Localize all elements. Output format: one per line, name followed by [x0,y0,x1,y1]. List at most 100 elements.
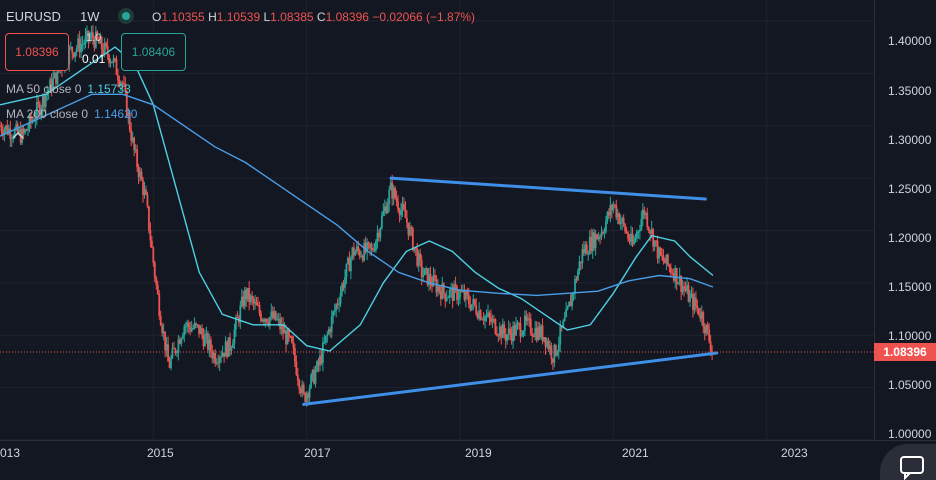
candle-body [705,324,708,334]
candle-body [342,283,345,288]
candle-body [114,58,116,60]
time-axis[interactable]: 013 2015 2017 2019 2021 2023 [0,440,936,480]
candle-body [264,318,267,322]
candle-body [214,352,217,364]
candle-body [491,319,494,323]
price-tick: 1.10000 [888,329,932,343]
candle-body [404,209,407,219]
candle-body [173,347,175,349]
candle-body [515,324,517,336]
candle-body [467,295,470,304]
candle-body [711,351,714,353]
close-value: 1.08396 [325,10,369,24]
candle-body [445,298,448,301]
candle-body [243,289,246,307]
candle-body [373,250,376,252]
candle-body [618,213,621,224]
candle-body [661,255,663,257]
symbol-label[interactable]: EURUSD [6,9,61,24]
candle-body [666,254,669,265]
candle-body [472,299,475,305]
candle-body [248,288,251,303]
candle-body [190,328,193,332]
candle-body [706,324,709,330]
candle-body [349,257,352,272]
candle-body [692,293,694,310]
candle-body [575,278,578,281]
candle-body [130,129,133,141]
candle-body [352,247,355,256]
candle-body [273,311,276,319]
candle-body [152,247,155,263]
candle-body [215,362,218,364]
candle-body [397,201,399,210]
candle-body [87,30,90,41]
candle-body [21,128,24,144]
candle-body [265,318,268,323]
sell-button[interactable]: 1.08396 [5,33,69,71]
buy-button[interactable]: 1.08406 [121,33,186,71]
candle-body [603,231,606,233]
candle-body [105,42,108,46]
price-axis[interactable]: 1.40000 1.35000 1.30000 1.25000 1.20000 … [874,0,936,441]
candle-body [202,334,205,347]
candle-body [282,324,284,334]
candle-body [544,337,547,347]
candle-body [198,324,200,334]
candle-body [288,330,290,337]
chevron-up-icon[interactable] [12,130,24,142]
candle-body [622,218,625,225]
price-tick: 1.05000 [888,378,932,392]
candle-body [420,259,423,278]
candle-body [693,297,696,310]
candle-body [162,331,165,334]
candle-body [559,326,562,345]
candle-body [417,253,420,266]
candle-body [640,218,643,230]
candle-body [260,313,262,322]
candle-body [218,357,221,364]
ma200-legend[interactable]: MA 200 close 0 1.14620 [6,107,137,121]
candle-body [674,267,677,281]
candle-body [432,275,435,287]
candle-body [90,32,93,38]
interval-label[interactable]: 1W [80,9,100,24]
candle-body [442,283,445,294]
candle-body [541,325,544,341]
candle-body [13,129,16,138]
candle-body [401,203,404,210]
candle-body [271,311,274,319]
change-value: −0.02066 (−1.87%) [372,10,476,24]
candle-body [568,301,571,307]
candle-body [40,108,43,115]
candle-body [286,330,289,345]
candle-body [616,213,619,218]
candle-body [680,275,683,293]
candle-body [263,319,265,322]
chat-bubble-icon[interactable] [880,444,936,480]
candle-body [102,49,105,54]
candle-body [320,355,323,364]
candle-body [569,301,572,307]
candle-body [366,242,369,252]
candle-body [171,347,174,358]
candle-body [361,256,364,261]
candle-body [457,297,460,301]
price-chart[interactable] [0,0,874,440]
candle-body [227,337,230,357]
candle-body [109,61,112,64]
candle-body [299,389,302,394]
candle-body [683,286,686,289]
candle-body [347,257,349,264]
candle-body [671,272,674,274]
candle-body [221,352,224,357]
candle-body [464,291,467,300]
candle-body [593,232,596,249]
candle-body [385,206,388,213]
candle-body [158,294,161,316]
quantity-input[interactable]: 0.01 [82,52,106,66]
ma50-legend[interactable]: MA 50 close 0 1.15733 [6,82,131,96]
time-tick: 013 [0,446,21,460]
candle-body [435,279,438,293]
candle-body [354,251,357,256]
